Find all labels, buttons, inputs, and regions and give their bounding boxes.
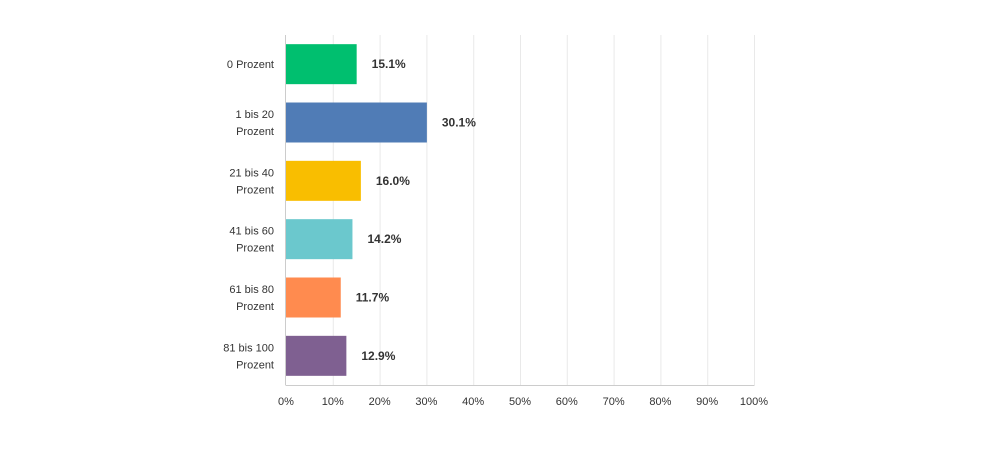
x-tick-label: 90% (696, 396, 718, 408)
bar (286, 335, 347, 376)
x-tick-label: 0% (278, 396, 294, 408)
category-label: 21 bis 40 Prozent (229, 167, 274, 196)
category-label: 41 bis 60 Prozent (229, 226, 274, 255)
category-label-line: Prozent (236, 184, 274, 196)
category-label-line: Prozent (236, 243, 274, 255)
x-tick-label: 50% (509, 396, 531, 408)
x-tick-label: 20% (369, 396, 391, 408)
value-label: 30.1% (442, 116, 476, 130)
x-tick-label: 40% (462, 396, 484, 408)
gridlines (332, 35, 755, 385)
x-tick-label: 100% (740, 396, 768, 408)
x-tick-label: 30% (415, 396, 437, 408)
category-label-line: Prozent (236, 359, 274, 371)
category-label-line: 1 bis 20 (235, 109, 274, 121)
category-label: 61 bis 80 Prozent (229, 284, 274, 313)
category-label-line: 61 bis 80 (229, 284, 274, 296)
category-label-line: Prozent (236, 126, 274, 138)
bar (286, 277, 341, 318)
x-tick-label: 10% (322, 396, 344, 408)
bar (286, 102, 427, 143)
x-tick-label: 70% (603, 396, 625, 408)
bars: 15.1% 30.1% 16.0% 14.2% 11.7% 12.9% (286, 44, 476, 376)
value-label: 15.1% (372, 57, 406, 71)
category-label: 1 bis 20 Prozent (235, 109, 274, 138)
category-label: 0 Prozent (227, 59, 274, 71)
category-label-line: 81 bis 100 (223, 342, 274, 354)
category-label: 81 bis 100 Prozent (223, 342, 274, 371)
value-label: 12.9% (361, 349, 395, 363)
category-label-line: Prozent (236, 301, 274, 313)
bar (286, 219, 353, 260)
bar (286, 44, 357, 85)
category-label-line: 41 bis 60 (229, 226, 274, 238)
x-tick-label: 60% (556, 396, 578, 408)
value-label: 16.0% (376, 174, 410, 188)
category-label-line: 21 bis 40 (229, 167, 274, 179)
value-label: 11.7% (356, 291, 390, 305)
bar (286, 160, 361, 201)
category-label-line: 0 Prozent (227, 59, 274, 71)
value-label: 14.2% (367, 232, 401, 246)
axes: 0% 10% 20% 30% 40% 50% 60% 70% 80% 90% 100% 0 Proze… (223, 35, 768, 408)
x-tick-label: 80% (649, 396, 671, 408)
